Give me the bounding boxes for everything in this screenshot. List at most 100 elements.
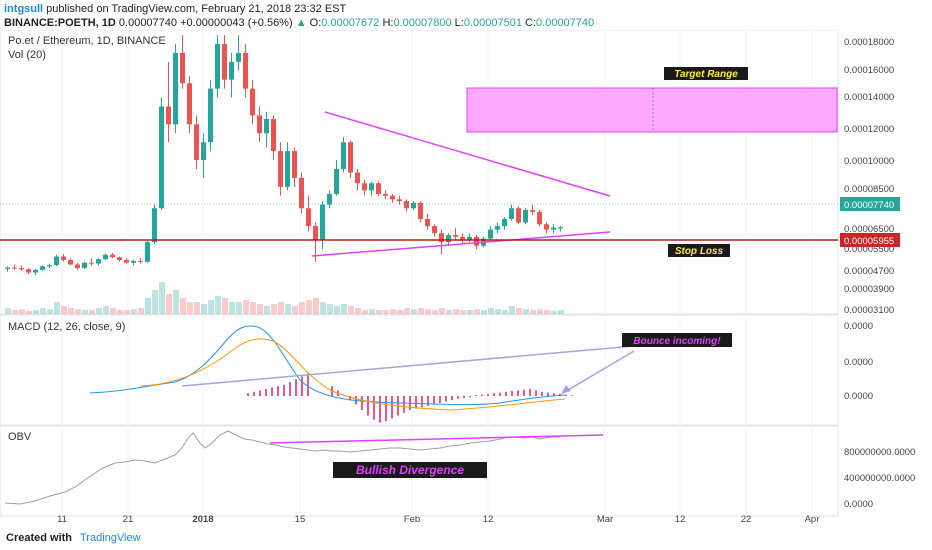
x-tick-label: 12	[675, 514, 686, 525]
candle-body	[68, 260, 73, 265]
volume-bar	[40, 308, 46, 314]
y-tick-label: 0.00010000	[844, 156, 894, 167]
y-tick-label: 0.0000	[844, 391, 873, 402]
candle-body	[173, 52, 178, 125]
volume-bar	[404, 308, 410, 314]
obv-y-axis[interactable]: 800000000.0000 400000000.0000 0.0000	[844, 447, 915, 510]
high-value: 0.00007800	[393, 17, 452, 29]
candle-body	[411, 202, 416, 209]
bounce-arrow-line[interactable]	[562, 350, 635, 394]
signal-line	[139, 338, 566, 411]
volume-bar	[222, 298, 228, 314]
low-label: L:	[454, 17, 464, 29]
volume-bar	[131, 309, 137, 314]
candle-body	[187, 83, 192, 125]
y-tick-label: 0.0000	[844, 357, 873, 368]
candle-body	[12, 267, 17, 269]
obv-title: OBV	[8, 431, 32, 443]
main-title: Po.et / Ethereum, 1D, BINANCE	[8, 35, 166, 47]
candle-body	[292, 151, 297, 178]
volume-bar	[117, 310, 123, 314]
volume-bar	[446, 310, 452, 314]
volume-bar	[278, 302, 284, 314]
tradingview-logo[interactable]: TradingView	[80, 532, 141, 544]
volume-bar	[425, 309, 431, 314]
volume-bar	[89, 310, 95, 314]
candle-body	[530, 210, 535, 212]
macd-title: MACD (12, 26, close, 9)	[8, 321, 125, 333]
candle-body	[159, 106, 164, 209]
volume-bar	[103, 306, 109, 314]
candle-body	[117, 257, 122, 261]
candle-body	[313, 226, 318, 241]
candle-body	[397, 199, 402, 202]
macd-y-axis[interactable]: 0.0000 0.0000 0.0000	[844, 321, 873, 402]
candle-body	[40, 266, 45, 270]
candle-body	[229, 61, 234, 80]
y-tick-label: 0.0000	[844, 499, 873, 510]
target-range-box[interactable]	[466, 87, 838, 133]
low-value: 0.00007501	[463, 17, 522, 29]
candle-body	[110, 254, 115, 258]
volume-bar	[355, 308, 361, 314]
candle-body	[75, 264, 80, 269]
volume-bar	[61, 306, 67, 314]
candle-body	[82, 262, 87, 269]
candle-body	[152, 208, 157, 243]
chart-canvas[interactable]: Po.et / Ethereum, 1D, BINANCE Vol (20) T…	[0, 30, 932, 530]
volume-bar	[467, 310, 473, 314]
candle-body	[299, 177, 304, 209]
candle-body	[474, 236, 479, 246]
volume-bar	[509, 306, 515, 314]
candle-body	[460, 236, 465, 241]
bullish-divergence-label: Bullish Divergence	[356, 463, 464, 477]
volume-bar	[236, 302, 242, 314]
created-with-text: Created with	[6, 532, 73, 544]
author-link[interactable]: intgsull	[4, 3, 44, 15]
last-price-tag-text: 0.00007740	[844, 200, 894, 211]
candle-body	[355, 172, 360, 184]
obv-trendline[interactable]	[269, 434, 604, 444]
volume-bar	[187, 302, 193, 314]
volume-bar	[285, 304, 291, 314]
volume-bar	[369, 309, 375, 314]
candle-body	[194, 124, 199, 161]
bounce-incoming-label: Bounce incoming!	[633, 336, 721, 347]
volume-bar	[5, 308, 11, 314]
divergence-label-bg	[333, 462, 487, 478]
candle-body	[432, 226, 437, 234]
triangle-lower-trendline[interactable]	[311, 231, 611, 257]
candle-body	[26, 269, 31, 273]
candle-body	[446, 235, 451, 243]
triangle-upper-trendline[interactable]	[324, 111, 611, 197]
x-tick-label: 21	[123, 514, 134, 525]
chart-header: intgsull published on TradingView.com, F…	[0, 0, 932, 30]
macd-pane[interactable]	[0, 314, 839, 426]
y-tick-label: 0.0000	[844, 321, 873, 332]
volume-bar	[362, 310, 368, 314]
y-tick-label: 0.00008500	[844, 184, 894, 195]
time-axis[interactable]: 11 21 2018 15 Feb 12 Mar 12 22 Apr	[57, 514, 819, 525]
volume-bar	[474, 309, 480, 314]
candle-body	[89, 262, 94, 264]
candle-body	[271, 118, 276, 152]
candle-body	[544, 224, 549, 230]
candle-body	[418, 202, 423, 219]
volume-bar	[481, 310, 487, 314]
y-tick-label: 0.00006500	[844, 224, 894, 235]
volume-bar	[439, 308, 445, 314]
candle-body	[264, 118, 269, 134]
candle-body	[369, 183, 374, 191]
candle-body	[96, 259, 101, 264]
candle-body	[390, 195, 395, 200]
volume-bar	[19, 309, 25, 314]
main-y-axis[interactable]: 0.00018000 0.00016000 0.00014000 0.00012…	[844, 37, 894, 316]
last-price: 0.00007740	[118, 17, 178, 29]
up-arrow-icon: ▲	[295, 17, 307, 29]
volume-label: Vol (20)	[8, 49, 46, 61]
open-label: O:	[309, 17, 322, 29]
x-tick-label: 2018	[192, 514, 213, 525]
candle-body	[124, 260, 129, 263]
volume-bar	[411, 309, 417, 314]
macd-divergence-trendline[interactable]	[181, 345, 635, 387]
